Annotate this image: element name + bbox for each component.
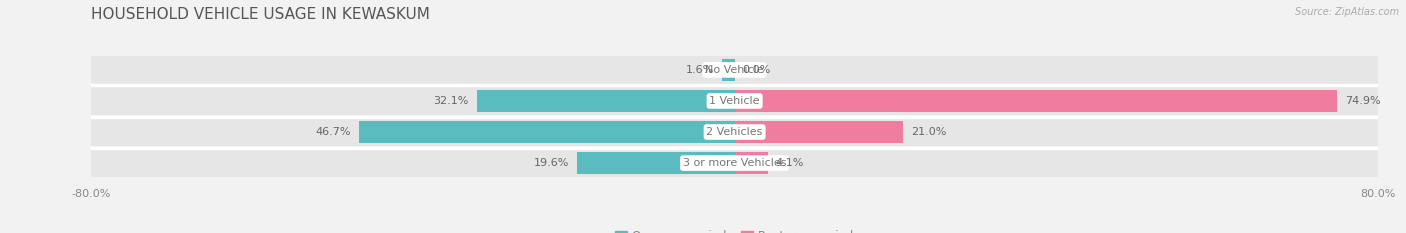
- Text: 0.0%: 0.0%: [742, 65, 770, 75]
- Bar: [91, 149, 1378, 177]
- Bar: [91, 118, 1378, 146]
- Text: No Vehicle: No Vehicle: [706, 65, 763, 75]
- Text: HOUSEHOLD VEHICLE USAGE IN KEWASKUM: HOUSEHOLD VEHICLE USAGE IN KEWASKUM: [91, 7, 430, 22]
- Bar: [734, 152, 768, 174]
- Text: 1 Vehicle: 1 Vehicle: [710, 96, 759, 106]
- Text: 74.9%: 74.9%: [1346, 96, 1381, 106]
- Text: 1.6%: 1.6%: [686, 65, 714, 75]
- Bar: [734, 121, 904, 143]
- Text: 21.0%: 21.0%: [911, 127, 946, 137]
- Bar: [734, 90, 1337, 112]
- Text: 2 Vehicles: 2 Vehicles: [706, 127, 763, 137]
- Text: 4.1%: 4.1%: [776, 158, 804, 168]
- Text: Source: ZipAtlas.com: Source: ZipAtlas.com: [1295, 7, 1399, 17]
- Text: 19.6%: 19.6%: [534, 158, 569, 168]
- Bar: [91, 56, 1378, 84]
- Bar: [359, 121, 734, 143]
- Text: 46.7%: 46.7%: [315, 127, 352, 137]
- Text: 32.1%: 32.1%: [433, 96, 468, 106]
- Text: 3 or more Vehicles: 3 or more Vehicles: [683, 158, 786, 168]
- Bar: [477, 90, 734, 112]
- Bar: [721, 59, 734, 81]
- Bar: [576, 152, 734, 174]
- Bar: [91, 87, 1378, 115]
- Legend: Owner-occupied, Renter-occupied: Owner-occupied, Renter-occupied: [610, 225, 859, 233]
